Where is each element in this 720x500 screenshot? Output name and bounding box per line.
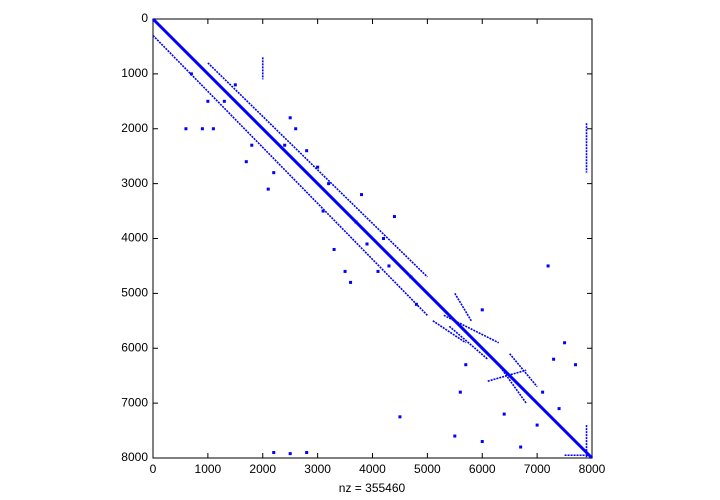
y-tick-label: 0 [141, 11, 148, 25]
nonzero-point [327, 182, 331, 186]
nonzero-band [454, 292, 472, 322]
nonzero-band [443, 314, 500, 344]
nonzero-point [332, 247, 336, 251]
nonzero-point [305, 451, 309, 455]
y-tick-label: 5000 [121, 286, 148, 300]
x-axis-label: nz = 355460 [339, 481, 406, 495]
nonzero-point [464, 363, 468, 367]
x-tick-label: 6000 [469, 462, 496, 476]
nonzero-point [283, 143, 287, 147]
nonzero-point [305, 149, 309, 153]
nonzero-band [498, 364, 527, 404]
nonzero-point [552, 357, 556, 361]
nonzero-point [233, 83, 237, 87]
nonzero-point [244, 160, 248, 164]
nonzero-point [502, 412, 506, 416]
x-tick-label: 5000 [414, 462, 441, 476]
y-tick-label: 1000 [121, 66, 148, 80]
nonzero-point [316, 165, 320, 169]
nonzero-point [360, 193, 364, 197]
nonzero-point [206, 99, 210, 103]
nonzero-point [288, 452, 292, 456]
x-tick-label: 3000 [304, 462, 331, 476]
x-tick-label: 2000 [249, 462, 276, 476]
x-tick-label: 7000 [524, 462, 551, 476]
nonzero-point [288, 116, 292, 120]
y-tick-label: 3000 [121, 176, 148, 190]
nonzero-point [294, 127, 298, 131]
nonzero-point [535, 423, 539, 427]
nonzero-point [392, 215, 396, 219]
x-tick-label: 8000 [579, 462, 606, 476]
nonzero-band [152, 34, 428, 316]
nonzero-point [272, 171, 276, 175]
nonzero-point [574, 363, 578, 367]
nonzero-point [321, 209, 325, 213]
nonzero-band [207, 62, 428, 278]
nonzero-point [250, 143, 254, 147]
nonzero-point [381, 237, 385, 240]
nonzero-point [458, 390, 462, 394]
nonzero-band [448, 325, 489, 360]
nonzero-point [480, 440, 484, 444]
nonzero-point [354, 220, 358, 224]
nonzero-point [541, 390, 545, 394]
nonzero-point [272, 451, 276, 455]
y-tick-label: 6000 [121, 340, 148, 354]
nonzero-point [480, 308, 484, 312]
nonzero-point [546, 264, 550, 268]
nonzero-band [487, 369, 527, 382]
nonzero-point [211, 127, 215, 131]
nonzero-point [222, 99, 226, 103]
x-tick-label: 4000 [359, 462, 386, 476]
y-tick-label: 4000 [121, 231, 148, 245]
nonzero-point [189, 72, 193, 76]
nonzero-point [414, 302, 418, 306]
nonzero-band [151, 17, 594, 460]
y-tick-label: 8000 [121, 450, 148, 464]
x-tick-label: 1000 [195, 462, 222, 476]
nonzero-band [432, 320, 467, 344]
nonzero-point [453, 434, 457, 438]
nonzero-point [349, 280, 353, 284]
nonzero-point [376, 269, 380, 273]
nonzero-point [266, 187, 270, 191]
nonzero-point [557, 407, 561, 411]
nonzero-point [409, 275, 413, 279]
nonzero-point [365, 242, 369, 246]
nonzero-point [200, 127, 204, 131]
x-tick-label: 0 [150, 462, 157, 476]
nonzero-point [519, 445, 523, 449]
y-tick-label: 2000 [121, 121, 148, 135]
nonzero-point [398, 415, 402, 419]
nonzero-point [387, 264, 391, 268]
y-tick-label: 7000 [121, 395, 148, 409]
nonzero-point [343, 269, 347, 273]
nonzero-point [184, 127, 188, 131]
nonzero-point [563, 341, 567, 345]
